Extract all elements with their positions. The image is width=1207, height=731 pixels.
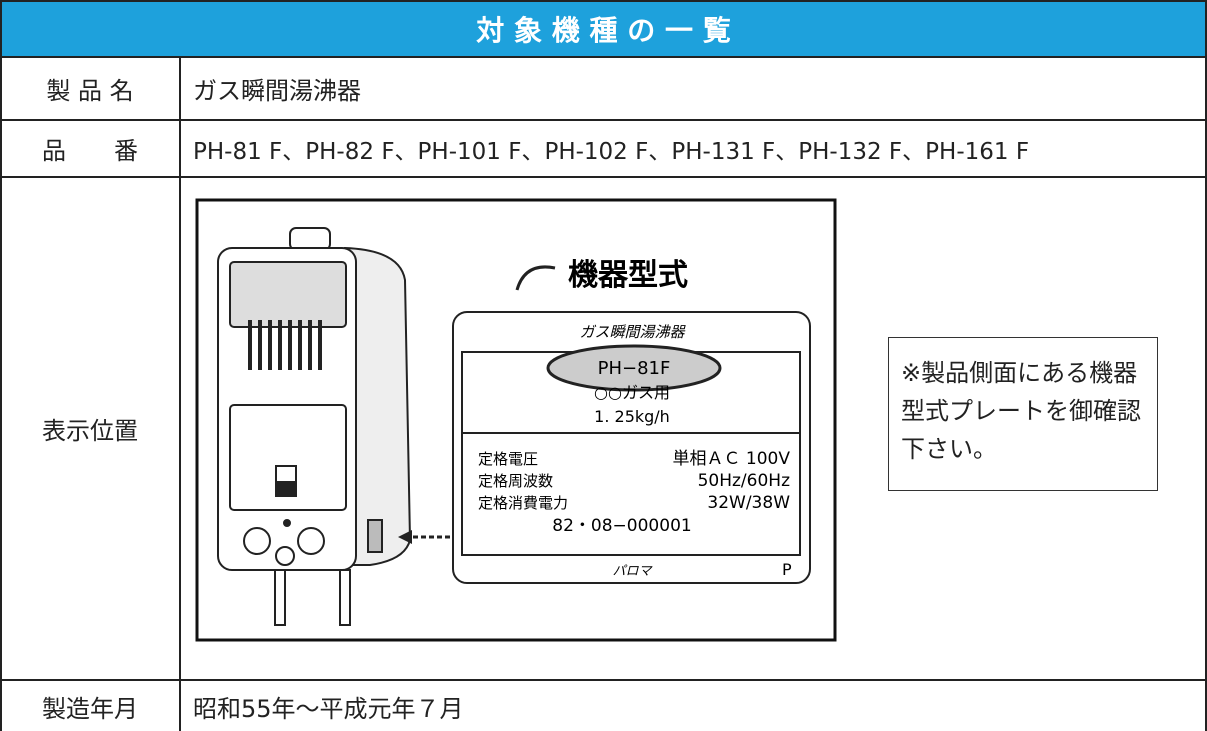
note: ※製品側面にある機器型式プレートを御確認下さい。 xyxy=(888,337,1158,491)
row-value: ガス瞬間湯沸器 xyxy=(193,77,361,105)
spec-name: 定格電圧 xyxy=(478,450,538,468)
heater-drawing xyxy=(217,227,412,626)
row-value: 昭和55年～平成元年７月 xyxy=(193,694,464,723)
plate xyxy=(452,311,811,584)
border xyxy=(1205,0,1207,731)
border xyxy=(0,176,1207,178)
border xyxy=(179,57,181,731)
plate-serial: 82・08−000001 xyxy=(552,516,691,536)
arrow-head xyxy=(398,530,412,544)
border xyxy=(0,0,2,731)
spec-value: 32W/38W xyxy=(707,493,790,513)
row-label: 表示位置 xyxy=(42,417,138,445)
spec-name: 定格周波数 xyxy=(478,472,553,490)
border xyxy=(0,679,1207,681)
plate-maker: パロマ xyxy=(612,564,653,579)
plate-mark: P xyxy=(782,560,792,579)
border xyxy=(0,0,1207,2)
border xyxy=(0,56,1207,58)
row-value: PH-81 F、PH-82 F、PH-101 F、PH-102 F、PH-131… xyxy=(193,138,1030,165)
plate-gas: ○○ガス用 xyxy=(594,383,670,402)
model-highlight xyxy=(546,344,722,392)
spec-name: 定格消費電力 xyxy=(478,494,568,512)
row-label: 品 番 xyxy=(42,137,138,165)
callout-line xyxy=(515,265,556,291)
row-label: 製造年月 xyxy=(42,694,138,723)
plate-name: ガス瞬間湯沸器 xyxy=(579,323,686,341)
spec-value: 50Hz/60Hz xyxy=(698,471,790,491)
spec-value: 単相ＡＣ 100V xyxy=(673,449,791,469)
table-title: 対 象 機 種 の 一 覧 xyxy=(0,0,1207,57)
callout-label: 機器型式 xyxy=(568,258,688,293)
plate-consumption: 1. 25kg/h xyxy=(594,407,670,426)
plate-model: PH−81F xyxy=(598,358,671,379)
border xyxy=(0,119,1207,121)
row-label: 製 品 名 xyxy=(46,77,134,105)
